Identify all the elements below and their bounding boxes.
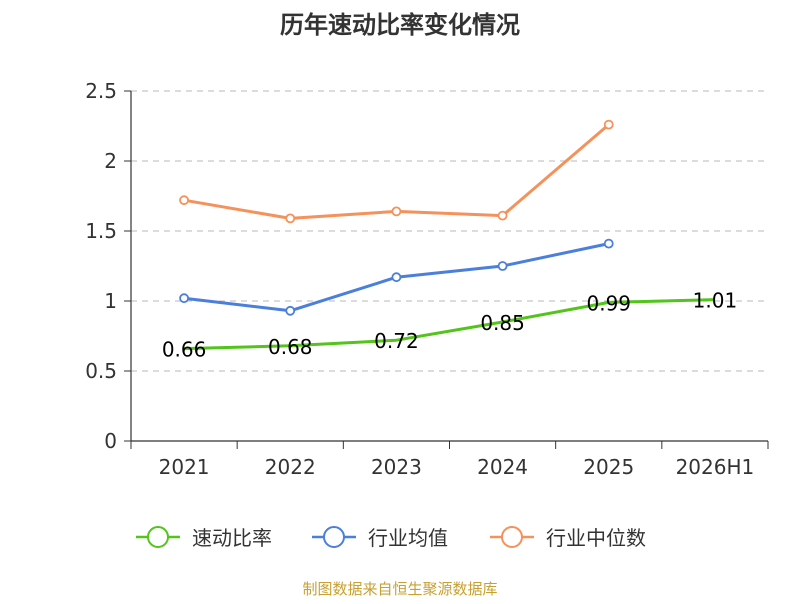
chart-title: 历年速动比率变化情况	[280, 11, 520, 39]
legend: 速动比率 行业均值 行业中位数	[136, 526, 646, 550]
series-point	[285, 213, 296, 224]
series-line	[184, 298, 715, 351]
x-tick-label: 2025	[583, 455, 634, 479]
series-point	[179, 195, 189, 206]
series-point	[179, 293, 189, 304]
series-point	[391, 272, 402, 283]
legend-label: 行业中位数	[546, 526, 646, 550]
x-tick-label: 2024	[477, 455, 528, 479]
x-tick-label: 2023	[371, 455, 422, 479]
data-label: 0.66	[162, 338, 207, 362]
y-tick-label: 1.5	[85, 219, 117, 243]
y-tick-label: 1	[104, 289, 117, 313]
data-label: 1.01	[693, 289, 738, 313]
data-label: 0.85	[480, 311, 525, 335]
legend-item[interactable]: 行业均值	[312, 526, 448, 550]
legend-label: 行业均值	[368, 526, 448, 550]
series-line	[183, 123, 610, 220]
series-point	[603, 119, 614, 130]
series-point	[497, 261, 508, 271]
y-tick-label: 0.5	[85, 359, 117, 383]
series-point	[497, 210, 508, 221]
y-tick-label: 2	[104, 149, 117, 173]
legend-label: 速动比率	[192, 526, 272, 550]
x-tick-label: 2026H1	[676, 455, 755, 479]
grid-lines	[131, 90, 768, 372]
legend-item[interactable]: 行业中位数	[490, 526, 646, 550]
x-tick-label: 2022	[265, 455, 316, 479]
y-tick-label: 0	[104, 429, 117, 453]
x-tick-label: 2021	[159, 455, 210, 479]
series-point	[603, 238, 614, 249]
series-point	[285, 305, 296, 316]
legend-item[interactable]: 速动比率	[136, 526, 272, 550]
series-lines	[179, 119, 715, 351]
legend-marker	[501, 526, 523, 548]
legend-marker	[147, 526, 169, 548]
y-tick-label: 2.5	[85, 79, 117, 103]
source-note: 制图数据来自恒生聚源数据库	[302, 580, 497, 598]
data-label: 0.99	[586, 291, 631, 315]
data-label: 0.68	[268, 335, 313, 359]
legend-marker	[323, 526, 345, 548]
data-label: 0.72	[374, 329, 419, 353]
series-point	[391, 206, 402, 217]
data-labels: 0.66 0.68 0.72 0.85 0.99 1.01	[162, 289, 737, 362]
axes: 0 0.5 1 1.5 2 2.5 2021 2022 2023 2024 2025 2026H1	[85, 79, 769, 479]
